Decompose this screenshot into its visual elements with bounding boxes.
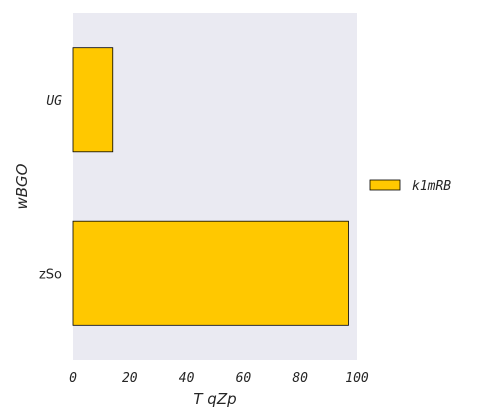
- bar-zSo: [72, 220, 349, 326]
- x-tick-label: 40: [179, 371, 195, 386]
- x-tick-label: 80: [292, 371, 308, 386]
- y-tick-label: UG: [46, 94, 62, 109]
- x-tick-label: 100: [345, 371, 369, 386]
- bar-UG: [72, 47, 114, 153]
- legend-entry-label: k1mRB: [412, 179, 451, 194]
- y-axis-ticks: UG zSo: [39, 94, 62, 283]
- legend: k1mRB: [369, 179, 451, 194]
- y-tick-label: zSo: [39, 267, 62, 282]
- x-axis-label: T qZp: [193, 390, 236, 408]
- x-tick-label: 60: [236, 371, 252, 386]
- legend-swatch: [369, 179, 401, 191]
- x-tick-label: 0: [69, 371, 77, 386]
- bars-group: [72, 47, 349, 326]
- y-axis-label: wBGO: [13, 163, 31, 209]
- x-axis-ticks: 0 20 40 60 80 100: [69, 371, 369, 386]
- x-tick-label: 20: [122, 371, 138, 386]
